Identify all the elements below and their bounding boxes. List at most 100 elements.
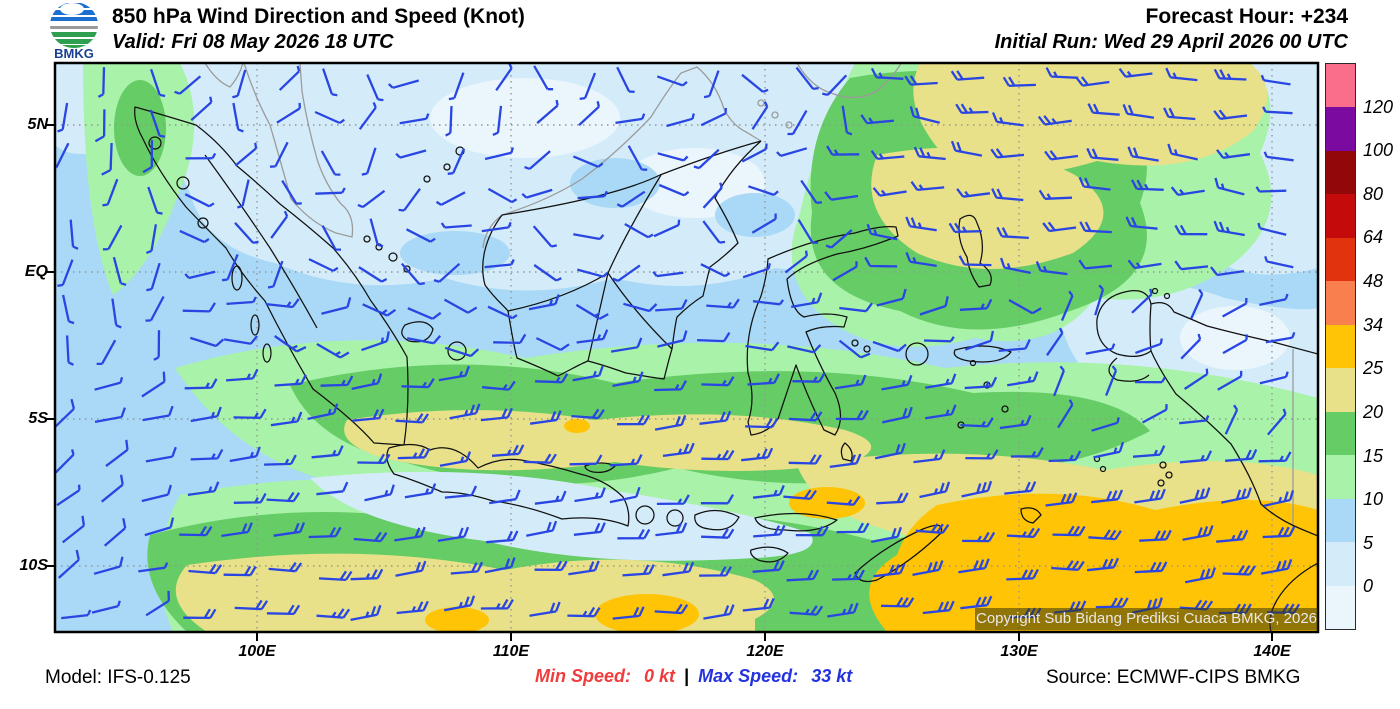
wind-barb xyxy=(872,340,907,353)
wind-barb xyxy=(352,408,385,422)
wind-barb xyxy=(182,302,216,313)
wind-barb xyxy=(872,187,907,197)
wind-barb xyxy=(656,75,688,87)
wind-barb xyxy=(223,335,258,345)
wind-barb xyxy=(1182,525,1214,541)
wind-barb xyxy=(752,299,785,306)
wind-barb xyxy=(990,148,1025,159)
colorbar-segment xyxy=(1326,107,1355,151)
wind-barb xyxy=(699,566,733,577)
wind-barb xyxy=(1042,221,1077,233)
wind-barb xyxy=(913,449,946,464)
wind-barb xyxy=(701,449,735,461)
wind-barb xyxy=(1262,526,1296,539)
valid-time-label: Valid: Fri 08 May 2026 18 UTC xyxy=(112,31,394,53)
logo-text: BMKG xyxy=(54,46,94,61)
wind-barb xyxy=(149,109,166,138)
wind-barb xyxy=(450,561,484,575)
wind-barb xyxy=(753,524,786,538)
wind-barb xyxy=(825,229,853,249)
wind-barb xyxy=(1217,370,1243,391)
wind-barb xyxy=(439,451,472,467)
wind-barb xyxy=(1010,447,1044,458)
wind-barb xyxy=(448,72,465,101)
wind-barb xyxy=(399,113,430,125)
wind-barb-layer xyxy=(56,64,1301,622)
wind-barb xyxy=(617,528,651,540)
wind-barb xyxy=(1130,179,1164,191)
wind-barb xyxy=(616,66,635,94)
wind-barb xyxy=(1179,487,1211,504)
minmax-separator: | xyxy=(684,666,690,686)
wind-barb xyxy=(662,442,695,458)
wind-barb xyxy=(571,408,605,420)
wind-barb xyxy=(484,557,516,574)
wind-barb xyxy=(573,233,605,241)
wind-barb xyxy=(960,417,994,428)
colorbar-segment xyxy=(1326,237,1355,282)
wind-barb xyxy=(795,66,819,91)
wind-barb xyxy=(102,178,119,207)
wind-barb xyxy=(962,531,996,543)
wind-barb xyxy=(523,453,557,464)
wind-barb xyxy=(578,101,601,126)
wind-barb xyxy=(147,186,163,215)
wind-barb xyxy=(950,140,983,157)
wind-barb xyxy=(443,298,478,314)
wind-barb xyxy=(1127,259,1162,270)
wind-barb xyxy=(1079,221,1112,234)
wind-barb xyxy=(437,526,470,543)
wind-barb xyxy=(484,259,515,269)
wind-barb xyxy=(610,337,643,353)
lat-label: EQ xyxy=(24,263,48,280)
colorbar-tick-label: 0 xyxy=(1363,576,1374,597)
wind-barb xyxy=(1190,288,1204,320)
wind-barb xyxy=(1132,445,1166,458)
wind-barb xyxy=(742,263,771,279)
wind-barb xyxy=(94,377,124,391)
wind-barb xyxy=(351,373,383,391)
wind-barb xyxy=(265,298,300,309)
wind-barb xyxy=(533,65,554,91)
wind-barb xyxy=(276,102,301,124)
wind-barb xyxy=(57,259,74,287)
wind-barb xyxy=(991,112,1024,127)
colorbar-segment xyxy=(1326,281,1355,325)
wind-barb xyxy=(190,448,224,461)
wind-barb xyxy=(1222,297,1248,318)
wind-barb xyxy=(362,303,397,317)
colorbar-segment xyxy=(1326,455,1355,499)
wind-barb xyxy=(615,113,646,125)
wind-barb xyxy=(445,106,453,137)
colorbar-segment xyxy=(1326,542,1355,586)
wind-barb xyxy=(910,181,945,192)
wind-barb xyxy=(567,606,601,618)
wind-barb xyxy=(1174,224,1208,236)
wind-barb xyxy=(575,303,609,320)
wind-barb xyxy=(395,413,429,424)
wind-barb xyxy=(316,343,350,359)
wind-barb xyxy=(1134,561,1168,574)
wind-barb xyxy=(1131,288,1153,314)
wind-barb xyxy=(1263,151,1294,162)
wind-barb xyxy=(829,453,862,469)
wind-barb xyxy=(839,302,873,313)
wind-barb xyxy=(56,484,81,507)
wind-barb xyxy=(315,187,346,195)
wind-barb xyxy=(142,140,154,174)
wind-barb xyxy=(1213,109,1248,120)
wind-barb xyxy=(61,609,92,620)
wind-barb xyxy=(270,411,303,427)
wind-barb xyxy=(572,155,604,168)
lat-label: 10S xyxy=(19,557,48,574)
wind-barb xyxy=(572,365,604,382)
wind-barb xyxy=(65,335,74,366)
wind-barb xyxy=(526,520,558,537)
wind-barb xyxy=(881,597,915,608)
wind-barb xyxy=(1264,255,1294,269)
wind-barb xyxy=(832,261,858,282)
wind-barb xyxy=(703,70,720,99)
wind-barb xyxy=(702,220,726,244)
wind-barb xyxy=(97,67,106,98)
wind-barb xyxy=(350,568,384,581)
